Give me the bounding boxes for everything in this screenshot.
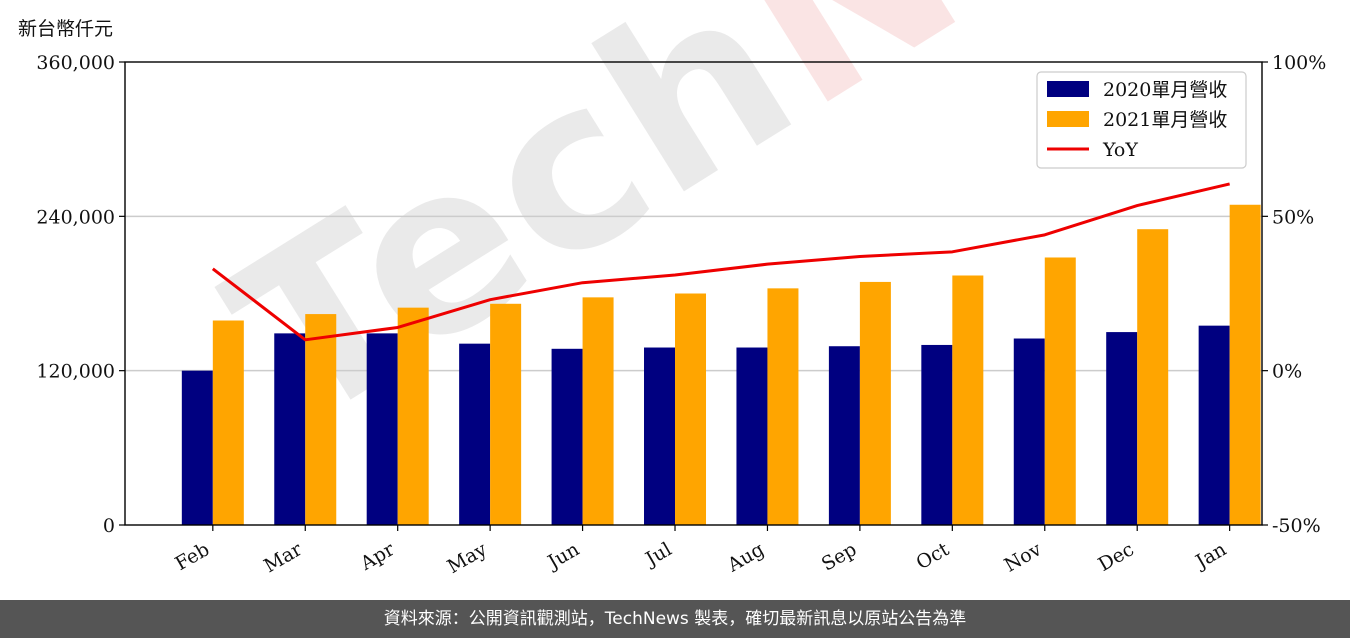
bar-2021 <box>490 303 522 525</box>
yoy-line <box>211 182 1230 342</box>
legend-swatch <box>1047 81 1089 97</box>
x-tick-label: Dec <box>1095 538 1138 576</box>
bar-2020 <box>828 346 860 525</box>
bar-2021 <box>582 297 614 525</box>
right-tick-label: 100% <box>1272 52 1326 74</box>
bar-2020 <box>736 347 768 525</box>
legend-box <box>1036 71 1247 169</box>
bar-2020 <box>551 348 583 525</box>
x-tick-label: Apr <box>356 538 399 575</box>
bar-2020 <box>366 333 398 525</box>
left-tick-label: 360,000 <box>36 52 115 74</box>
x-tick-label: Feb <box>172 538 214 575</box>
bar-2020 <box>1013 338 1045 525</box>
bar-2021 <box>859 281 891 525</box>
legend-label: YoY <box>1102 139 1138 161</box>
bar-2020 <box>1198 325 1230 525</box>
legend-swatch <box>1047 111 1089 127</box>
x-tick-label: Sep <box>818 538 861 575</box>
left-tick-label: 240,000 <box>36 206 115 228</box>
x-tick-label: May <box>444 538 491 578</box>
bar-2020 <box>181 370 213 525</box>
bar-2021 <box>952 275 984 525</box>
bar-2020 <box>274 333 306 525</box>
bar-2020 <box>921 344 953 525</box>
y-axis-unit-label: 新台幣仟元 <box>18 18 114 40</box>
bar-2021 <box>1229 204 1261 525</box>
revenue-chart: 0 120,000 240,000 360,000 -50% 0% 50% 100% Feb Ma… <box>36 52 1326 578</box>
right-tick-label: 50% <box>1272 206 1314 228</box>
x-tick-label: Aug <box>723 538 768 577</box>
bar-2020 <box>459 343 491 525</box>
x-tick-label: Oct <box>913 538 954 574</box>
plot-frame <box>124 61 1263 526</box>
bar-2021 <box>675 293 707 525</box>
x-tick-label: Nov <box>1001 538 1046 577</box>
left-tick-label: 120,000 <box>36 361 115 383</box>
source-footer: 資料來源：公開資訊觀測站，TechNews 製表，確切最新訊息以原站公告為準 <box>0 600 1350 638</box>
legend-label: 2021單月營收 <box>1103 109 1227 131</box>
legend-label: 2020單月營收 <box>1103 79 1227 101</box>
bar-2021 <box>305 314 337 525</box>
bar-2021 <box>767 288 799 525</box>
x-tick-label: Jul <box>640 538 675 571</box>
bar-2021 <box>212 320 244 525</box>
bar-2021 <box>1044 257 1076 525</box>
left-tick-label: 0 <box>103 515 115 537</box>
x-tick-label: Jan <box>1190 538 1230 574</box>
bar-2021 <box>397 307 429 525</box>
right-tick-label: -50% <box>1272 515 1321 537</box>
x-tick-label: Jun <box>543 538 584 574</box>
bar-2020 <box>1106 332 1138 525</box>
bar-2020 <box>644 347 676 525</box>
bar-2021 <box>1137 229 1169 525</box>
right-tick-label: 0% <box>1272 361 1302 383</box>
x-tick-label: Mar <box>260 538 306 577</box>
